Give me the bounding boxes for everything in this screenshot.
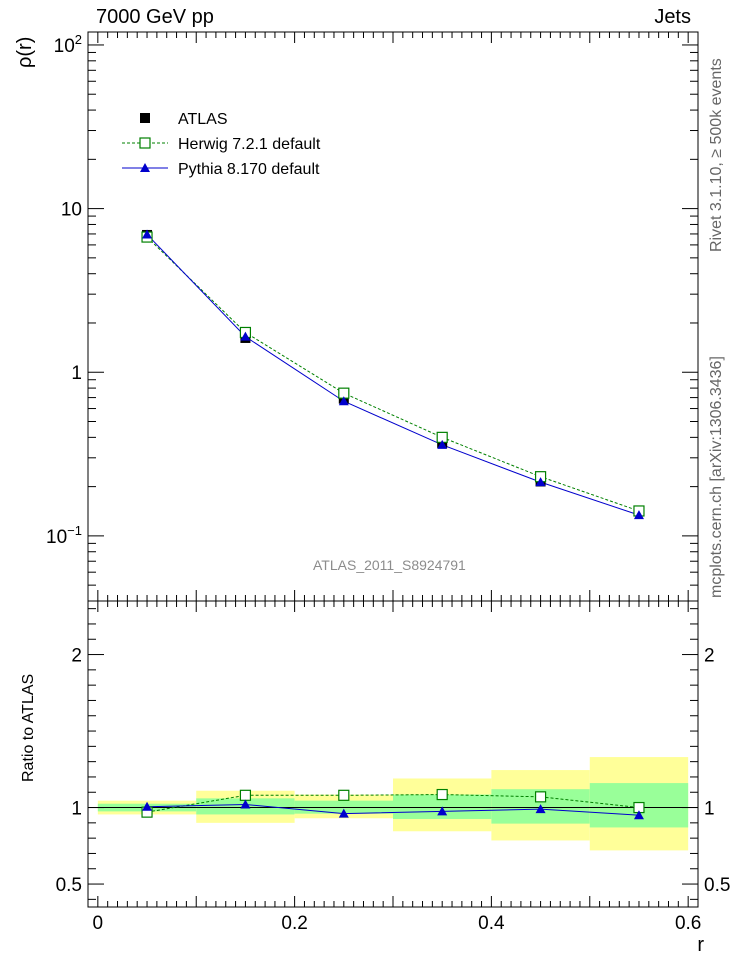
series-lines [146, 234, 640, 816]
analysis-watermark: ATLAS_2011_S8924791 [313, 557, 466, 573]
ratio-y-tick-label: 1 [71, 799, 82, 820]
x-tick-label: 0.4 [478, 913, 505, 934]
ratio-point [436, 788, 448, 801]
ratio-plot-frame [87, 600, 699, 908]
header-energy-label: 7000 GeV pp [96, 6, 214, 28]
ratio-point [534, 791, 547, 803]
x-tick-label: 0.2 [281, 913, 307, 934]
ratio-y-axis-label: Ratio to ATLAS [20, 673, 37, 782]
main-point [142, 229, 153, 239]
axis-ticks [88, 32, 698, 907]
series-markers [141, 229, 645, 820]
x-tick-label: 0 [93, 913, 104, 934]
legend-marker-1 [139, 137, 151, 149]
ratio-y-tick-label-right: 1 [704, 799, 715, 820]
main-point [633, 510, 644, 520]
ratio-y-tick-label-right: 2 [704, 646, 715, 667]
main-line-2 [146, 234, 640, 516]
ratio-point [633, 810, 644, 820]
main-point [535, 477, 546, 487]
main-y-axis-label: ρ(r) [14, 36, 36, 68]
legend-label-0: ATLAS [178, 111, 228, 128]
ratio-point [338, 808, 349, 818]
ratio-y-tick-label-right: 0.5 [704, 875, 730, 896]
ratio-point [338, 789, 350, 801]
y-tick-label: 10 [61, 200, 82, 221]
header-process-label: Jets [654, 6, 691, 28]
main-point [338, 396, 349, 406]
main-point [437, 439, 448, 449]
legend-marker-0 [140, 113, 150, 123]
ratio-point [240, 799, 251, 809]
mcplots-source-label: mcplots.cern.ch [arXiv:1306.3436] [708, 356, 725, 598]
x-tick-label: 0.6 [675, 913, 701, 934]
ratio-point [239, 789, 252, 801]
legend-label-2: Pythia 8.170 default [178, 161, 320, 178]
ratio-line-1 [147, 803, 639, 816]
main-point [240, 331, 251, 341]
ratio-y-tick-label: 2 [71, 646, 82, 667]
ratio-point [142, 801, 153, 811]
y-tick-label: 102 [54, 32, 82, 57]
x-axis-label: r [697, 934, 704, 956]
legend-marker-2 [140, 163, 150, 172]
ratio-point [535, 804, 546, 814]
ratio-y-tick-label: 0.5 [56, 875, 82, 896]
ratio-line-0 [146, 794, 640, 813]
y-tick-label: 1 [71, 363, 82, 384]
y-tick-label: 10−1 [46, 523, 82, 548]
rivet-version-label: Rivet 3.1.10, ≥ 500k events [708, 58, 725, 252]
ratio-point [437, 806, 448, 816]
main-line-1 [146, 236, 640, 512]
legend-label-1: Herwig 7.2.1 default [178, 136, 321, 153]
legend: ATLAS Herwig 7.2.1 default Pythia 8.170 de… [122, 111, 321, 178]
